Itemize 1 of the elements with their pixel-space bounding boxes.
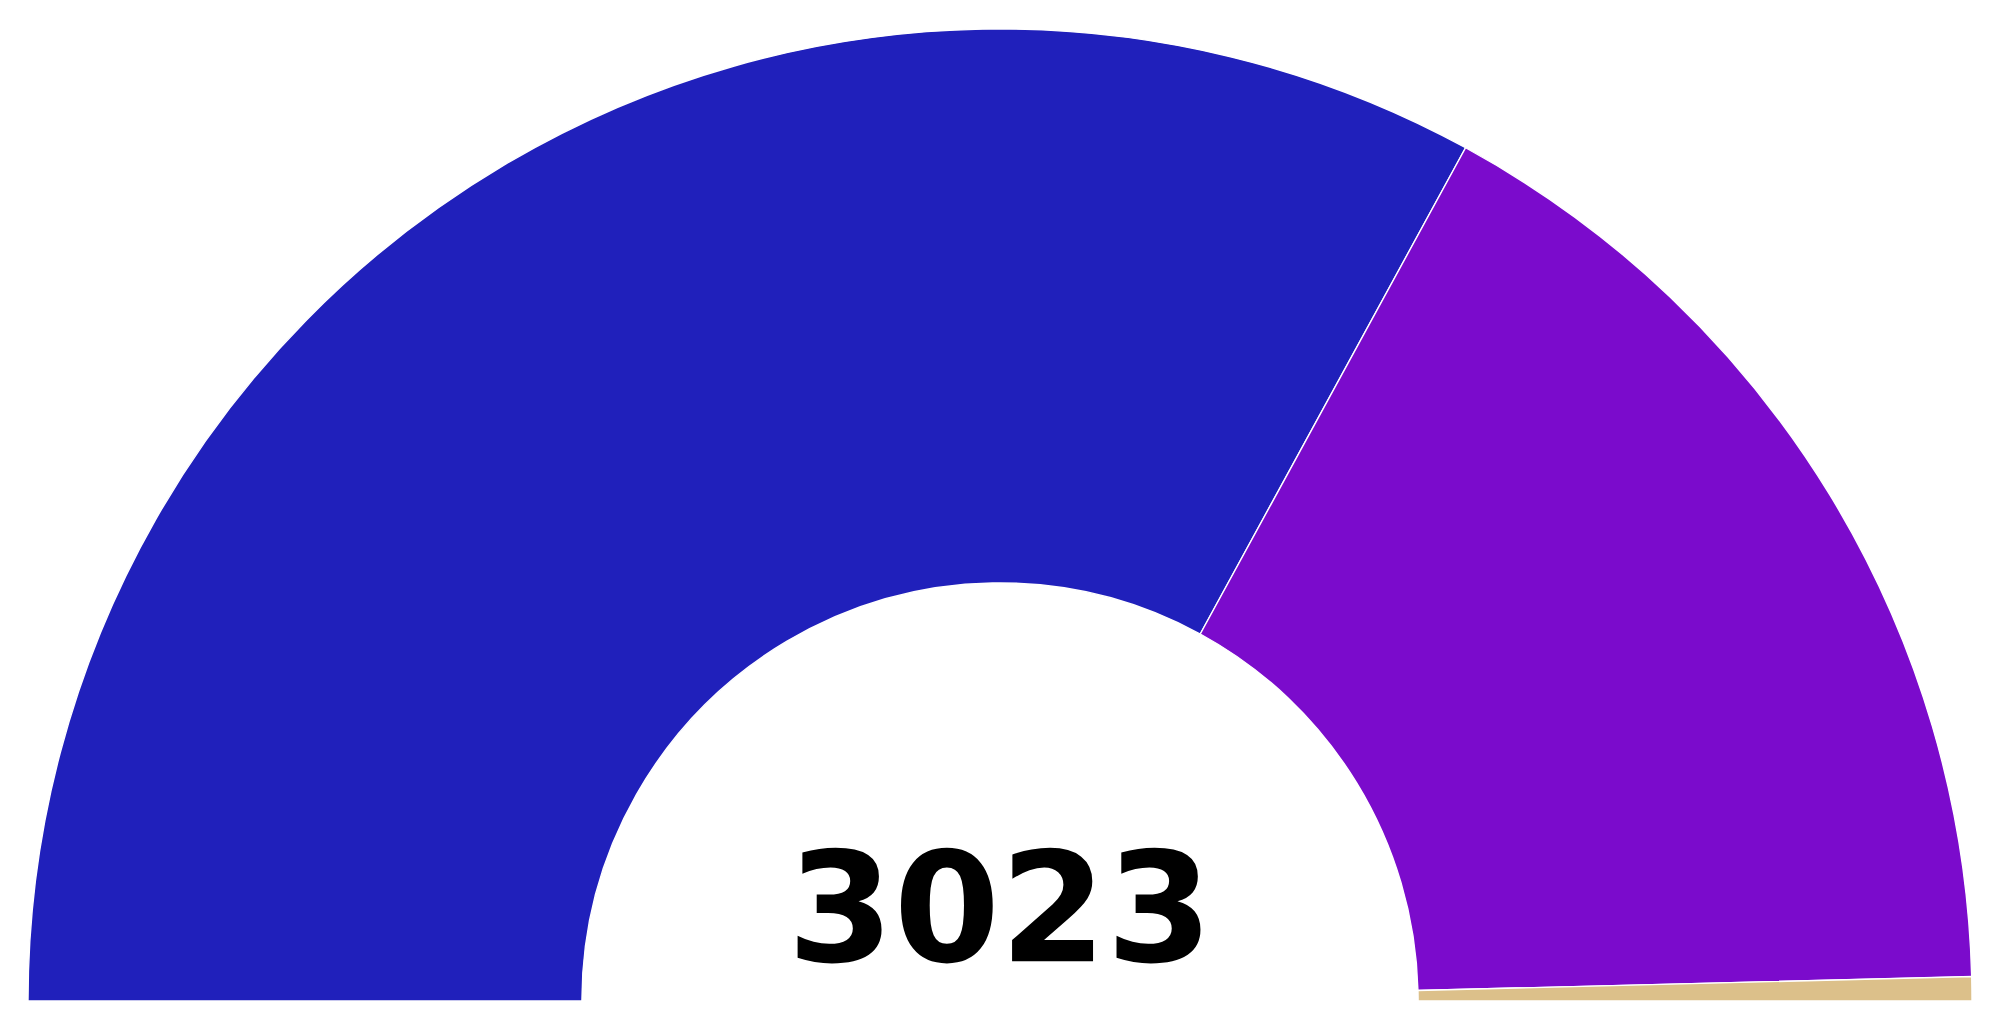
text: 3023	[797, 847, 1201, 964]
